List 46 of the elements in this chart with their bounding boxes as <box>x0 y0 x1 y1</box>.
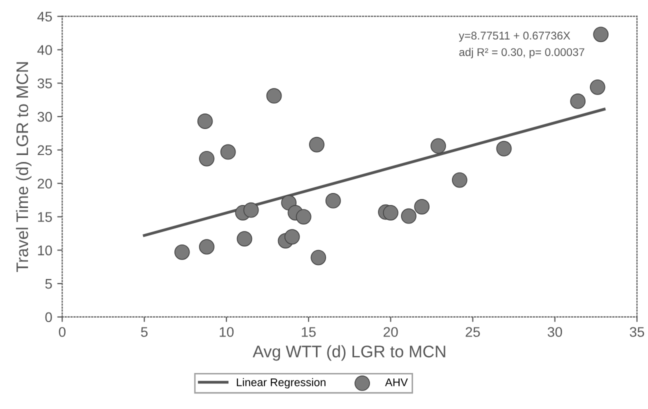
point <box>593 26 609 42</box>
point <box>570 93 586 109</box>
legend-label: AHV <box>385 378 408 386</box>
point <box>296 209 312 224</box>
point <box>174 244 190 260</box>
y-axis-title: Travel Time (d) LGR to MCN <box>16 62 32 272</box>
point <box>310 250 326 266</box>
point <box>236 231 252 247</box>
y-tick-label: 0 <box>45 312 52 322</box>
point <box>197 114 213 129</box>
y-tick-label: 15 <box>38 212 52 222</box>
y-tick-label: 30 <box>38 112 52 122</box>
point <box>325 193 341 208</box>
point <box>284 229 300 245</box>
y-tick-label: 10 <box>38 246 52 256</box>
point <box>430 138 446 154</box>
x-axis-title: Avg WTT (d) LGR to MCN <box>252 345 446 361</box>
x-tick-label: 0 <box>58 327 66 337</box>
point <box>382 205 398 220</box>
point <box>199 150 214 166</box>
legend-label: Linear Regression <box>236 378 326 388</box>
point <box>309 136 324 152</box>
y-tick-label: 25 <box>38 145 52 156</box>
point <box>266 88 282 104</box>
y-tick-label: 5 <box>45 279 52 289</box>
x-tick-label: 30 <box>548 327 562 337</box>
x-tick-label: 20 <box>384 327 398 337</box>
x-tick-label: 35 <box>630 327 644 337</box>
y-tick-label: 45 <box>37 12 52 22</box>
point <box>199 239 214 255</box>
x-tick-label: 10 <box>220 327 234 337</box>
point <box>590 79 606 95</box>
point <box>220 144 236 160</box>
point <box>401 208 416 224</box>
point <box>452 172 468 188</box>
y-tick-label: 40 <box>37 45 52 55</box>
y-tick-label: 35 <box>38 78 52 88</box>
point <box>496 140 512 156</box>
point <box>243 202 259 218</box>
point <box>414 199 430 214</box>
annotation: y=8.77511 + 0.67736X <box>458 32 570 42</box>
x-tick-label: 15 <box>302 327 316 337</box>
y-tick-label: 20 <box>38 178 52 189</box>
annotation: adj R² = 0.30, p= 0.00037 <box>459 48 584 58</box>
x-tick-label: 5 <box>141 327 148 337</box>
x-tick-label: 25 <box>466 327 480 337</box>
